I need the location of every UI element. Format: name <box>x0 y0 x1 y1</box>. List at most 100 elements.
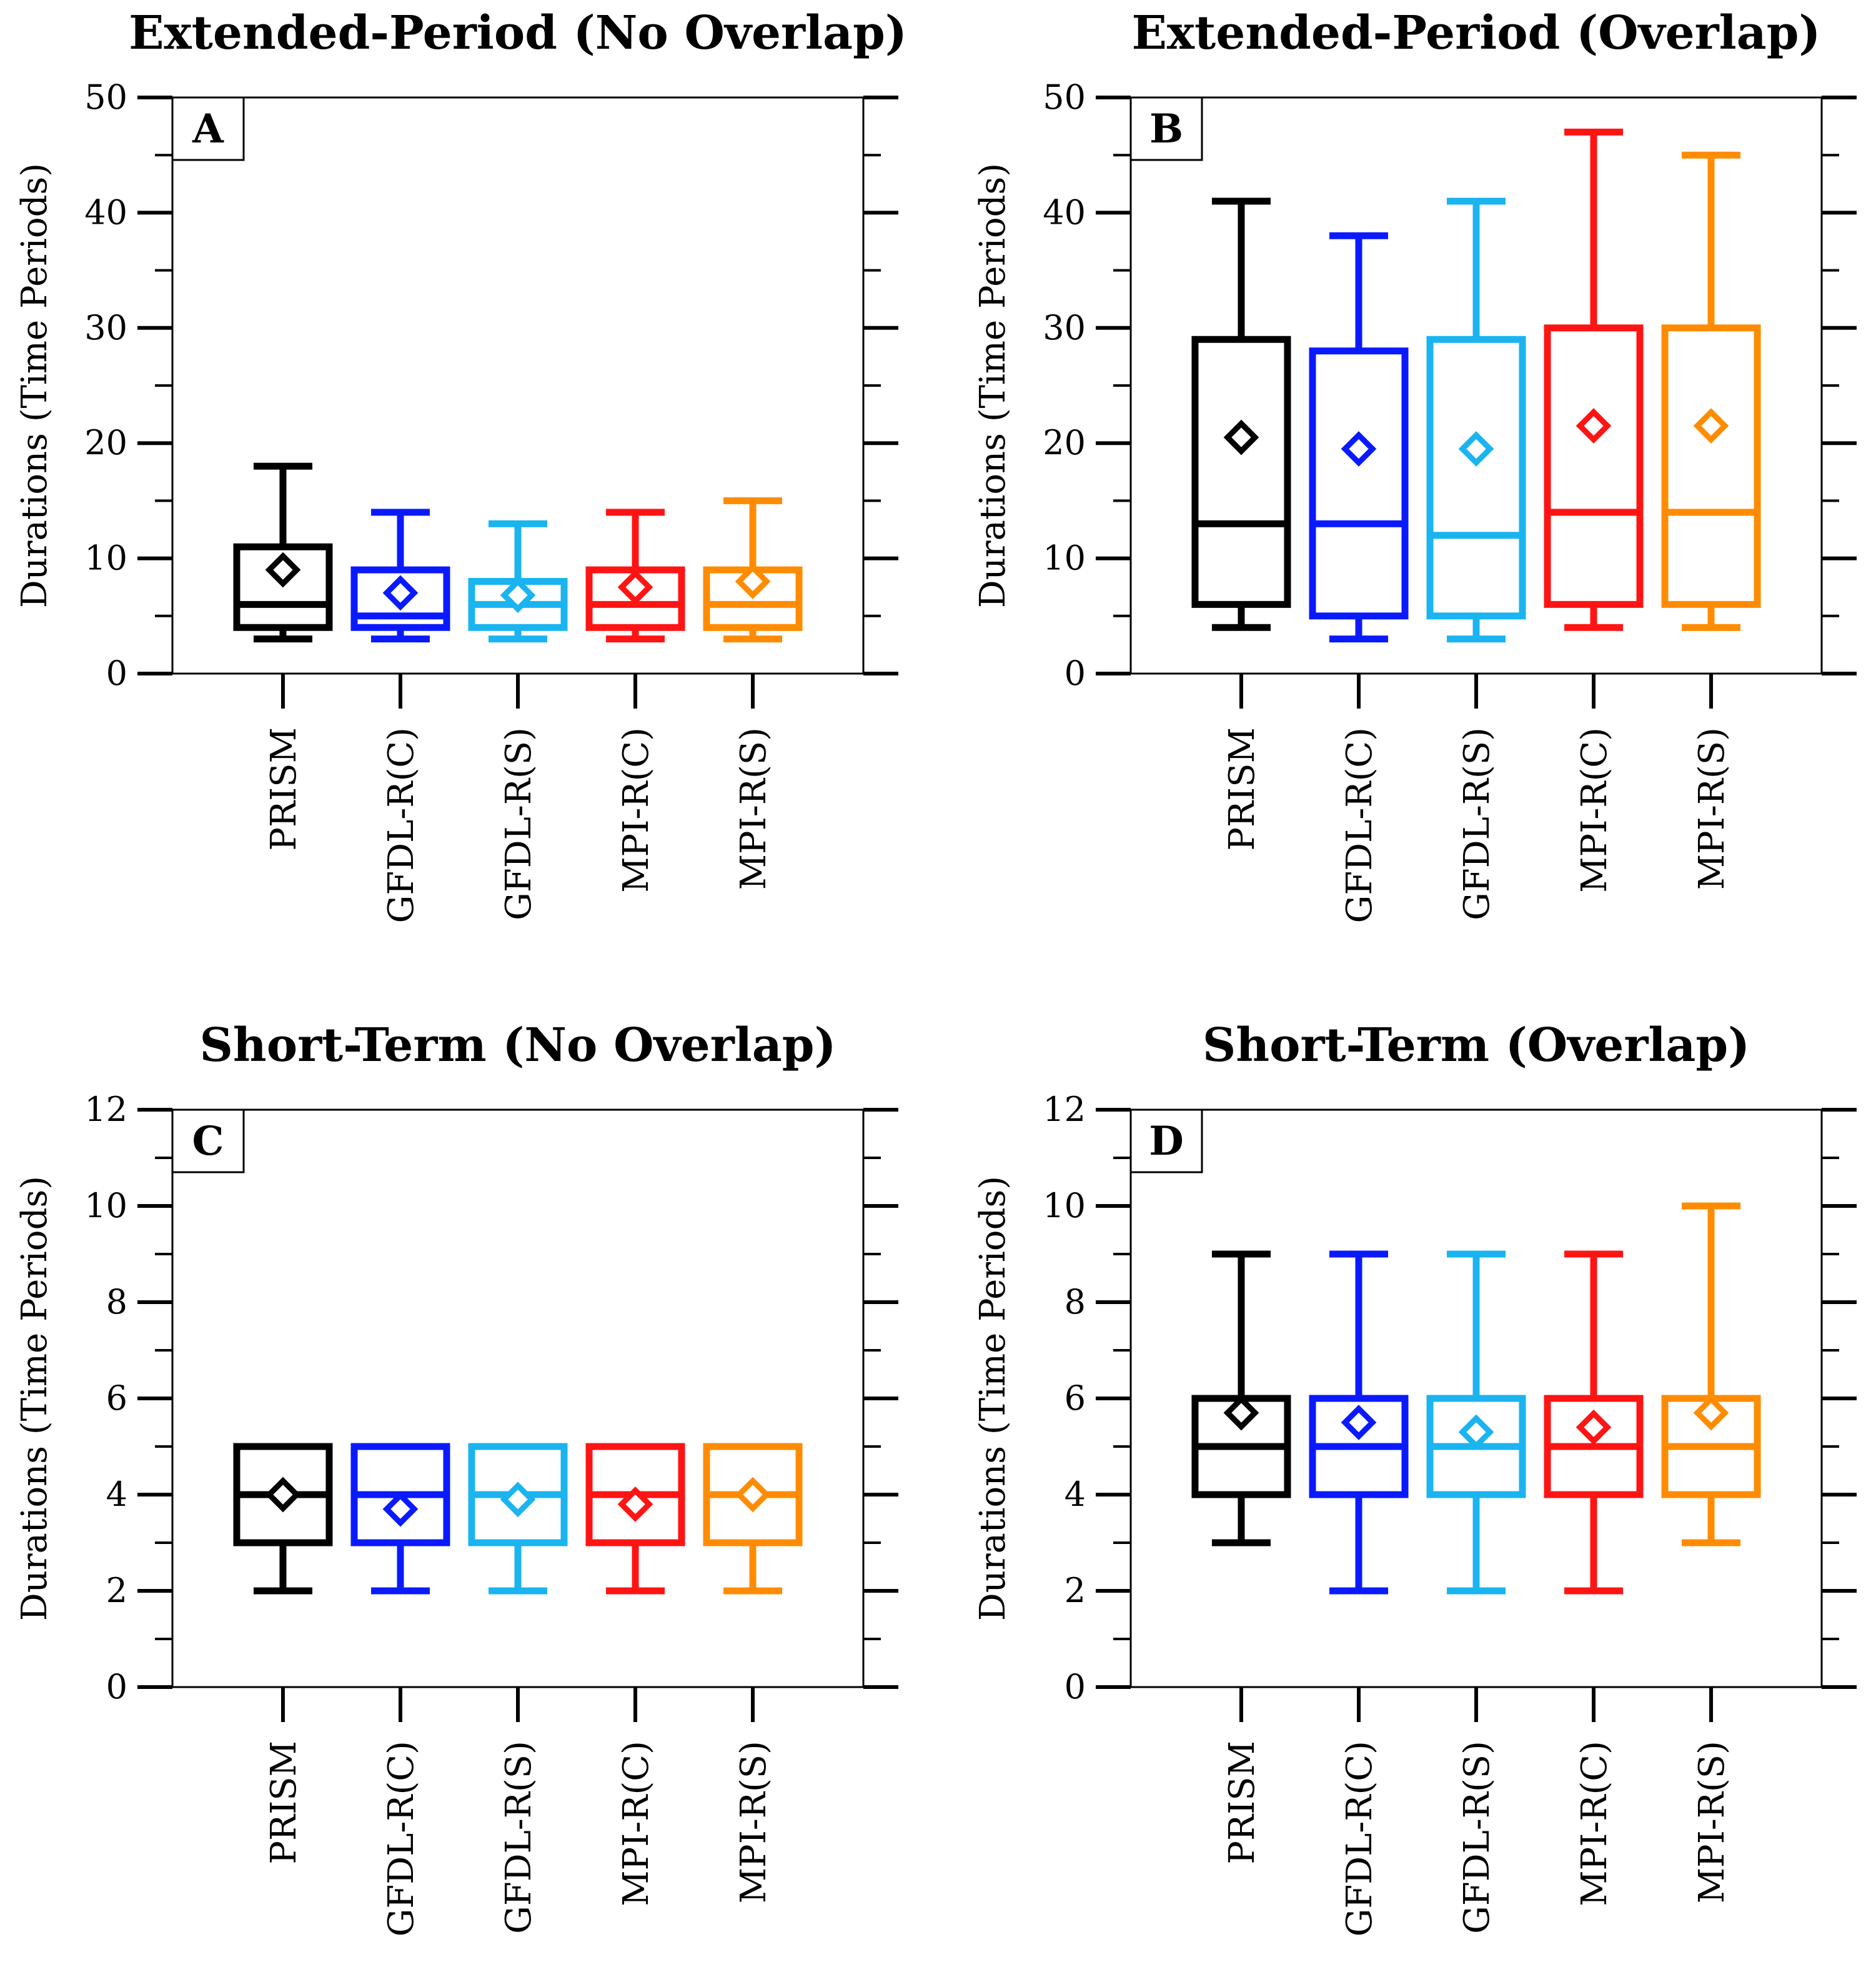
mean-marker <box>265 1477 301 1513</box>
x-tick-label: PRISM <box>264 1741 304 1865</box>
x-tick-label: GFDL-R(C) <box>1339 1741 1380 1936</box>
x-tick-label: MPI-R(S) <box>733 727 774 890</box>
x-tick-label: GFDL-R(C) <box>381 727 422 923</box>
panel-letter-box <box>171 1108 245 1173</box>
mean-marker <box>382 1491 419 1527</box>
iqr-box <box>233 543 333 631</box>
panel-c: Short-Term (No Overlap) 0 2 4 6 8 10 12 Duration… <box>14 1018 898 1936</box>
panel-title: Extended-Period (Overlap) <box>1132 6 1821 60</box>
x-tick-label: MPI-R(C) <box>1574 1741 1615 1906</box>
mean-marker <box>1458 1414 1494 1450</box>
y-tick-label: 40 <box>84 192 127 232</box>
plot-frame <box>1129 96 1823 675</box>
mean-marker <box>735 564 771 599</box>
mean-marker <box>500 1482 536 1518</box>
mean-marker <box>382 575 419 611</box>
y-tick-label: 2 <box>106 1571 127 1610</box>
box-prism <box>233 1443 333 1595</box>
y-tick-label: 40 <box>1043 192 1086 232</box>
mean-marker <box>500 577 536 613</box>
mean-marker <box>617 569 653 605</box>
box-gfdl-r-s- <box>468 1443 568 1595</box>
y-tick-label: 2 <box>1065 1571 1086 1610</box>
y-tick-label: 20 <box>84 423 127 462</box>
panel-letter: C <box>192 1118 224 1165</box>
y-tick-label: 20 <box>1043 423 1086 462</box>
box-mpi-r-c- <box>585 509 685 643</box>
box-gfdl-r-s- <box>1426 1250 1526 1595</box>
x-tick-label: PRISM <box>264 727 304 851</box>
y-tick-label: 0 <box>1065 654 1086 693</box>
iqr-box <box>1426 336 1526 620</box>
box-prism <box>1191 197 1291 631</box>
x-tick-label: MPI-R(S) <box>1692 727 1732 890</box>
x-tick-label: MPI-R(C) <box>1574 727 1615 893</box>
box-gfdl-r-c- <box>350 1443 450 1595</box>
plot-frame <box>171 1108 865 1688</box>
panel-letter: A <box>192 106 224 152</box>
y-tick-label: 10 <box>1043 1186 1086 1225</box>
y-tick-label: 0 <box>106 654 127 693</box>
iqr-box <box>1309 347 1409 620</box>
mean-marker <box>1693 408 1729 444</box>
y-tick-label: 6 <box>106 1378 127 1418</box>
box-mpi-r-c- <box>1544 128 1644 631</box>
y-tick-label: 4 <box>1065 1475 1086 1514</box>
y-tick-label: 8 <box>106 1282 127 1322</box>
box-mpi-r-c- <box>585 1443 685 1595</box>
mean-marker <box>265 552 301 588</box>
panel-letter-box <box>1129 96 1203 161</box>
x-tick-label: PRISM <box>1222 727 1263 851</box>
box-gfdl-r-s- <box>468 520 568 643</box>
y-tick-label: 30 <box>1043 308 1086 347</box>
y-axis-label: Durations (Time Periods) <box>14 163 55 608</box>
iqr-box <box>1191 336 1291 608</box>
x-tick-label: PRISM <box>1222 1741 1263 1865</box>
box-gfdl-r-c- <box>1309 232 1409 643</box>
x-tick-label: MPI-R(S) <box>733 1741 774 1903</box>
mean-marker <box>1693 1395 1729 1431</box>
x-tick-label: MPI-R(S) <box>1692 1741 1732 1903</box>
panel-letter-box <box>1129 1108 1203 1173</box>
box-gfdl-r-s- <box>1426 197 1526 643</box>
mean-marker <box>1341 431 1377 467</box>
y-tick-label: 4 <box>106 1475 127 1514</box>
y-tick-label: 10 <box>84 1186 127 1225</box>
mean-marker <box>617 1486 653 1522</box>
y-tick-label: 10 <box>1043 539 1086 578</box>
y-tick-label: 50 <box>84 77 127 117</box>
y-axis-label: Durations (Time Periods) <box>973 1176 1013 1621</box>
box-gfdl-r-c- <box>350 509 450 643</box>
box-mpi-r-s- <box>1661 151 1761 631</box>
panel-letter-box <box>171 96 245 161</box>
panel-letter: D <box>1149 1118 1184 1165</box>
y-tick-label: 6 <box>1065 1378 1086 1418</box>
y-tick-label: 12 <box>84 1090 127 1129</box>
y-tick-label: 12 <box>1043 1090 1086 1129</box>
mean-marker <box>1576 1409 1612 1445</box>
x-tick-label: GFDL-R(S) <box>499 727 539 920</box>
panel-a: Extended-Period (No Overlap) 0 10 20 30 40 50 D… <box>14 6 907 923</box>
y-tick-label: 10 <box>84 539 127 578</box>
panel-title: Short-Term (Overlap) <box>1203 1018 1750 1072</box>
iqr-box <box>1544 324 1644 608</box>
iqr-box <box>350 566 450 631</box>
box-gfdl-r-c- <box>1309 1250 1409 1595</box>
y-tick-label: 0 <box>106 1667 127 1706</box>
x-tick-label: MPI-R(C) <box>616 1741 657 1906</box>
y-tick-label: 50 <box>1043 77 1086 117</box>
panel-b: Extended-Period (Overlap) 0 10 20 30 40 50 Dura… <box>973 6 1857 923</box>
mean-marker <box>1576 408 1612 444</box>
box-mpi-r-c- <box>1544 1250 1644 1595</box>
iqr-box <box>1661 324 1761 608</box>
mean-marker <box>1341 1405 1377 1440</box>
x-tick-label: MPI-R(C) <box>616 727 657 893</box>
mean-marker <box>735 1477 771 1513</box>
box-mpi-r-s- <box>1661 1202 1761 1546</box>
mean-marker <box>1223 1395 1259 1431</box>
panel-letter: B <box>1149 106 1183 152</box>
x-tick-label: GFDL-R(C) <box>381 1741 422 1936</box>
box-prism <box>233 462 333 643</box>
y-tick-label: 0 <box>1065 1667 1086 1706</box>
panel-title: Short-Term (No Overlap) <box>199 1018 836 1072</box>
